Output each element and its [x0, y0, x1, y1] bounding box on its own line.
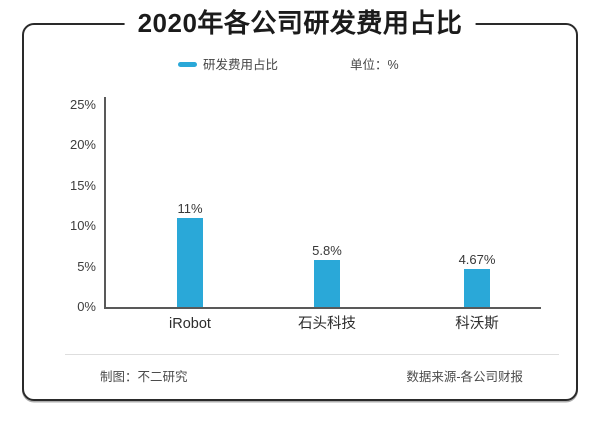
category-label: iRobot — [169, 316, 211, 332]
y-tick-label: 20% — [69, 137, 96, 153]
bar-value-label: 5.8% — [312, 243, 342, 258]
y-tick-label: 15% — [69, 177, 96, 193]
footer-source: 数据来源-各公司财报 — [406, 370, 523, 384]
y-tick-label: 25% — [69, 97, 96, 112]
legend-series-label: 研发费用占比 — [203, 58, 279, 72]
bar-科沃斯 — [464, 269, 490, 307]
legend-series-marker-icon — [178, 62, 197, 67]
bar-iRobot — [177, 218, 203, 307]
y-tick-label: 10% — [69, 218, 96, 234]
category-label: 科沃斯 — [455, 316, 499, 332]
y-axis-line — [104, 97, 106, 309]
unit-label: 单位：% — [350, 58, 399, 72]
x-axis-line — [104, 307, 541, 309]
bar-value-label: 11% — [177, 201, 203, 216]
y-tick-label: 5% — [77, 258, 96, 274]
chart-frame — [22, 23, 578, 401]
category-label: 石头科技 — [298, 316, 356, 332]
chart-title: 2020年各公司研发费用占比 — [124, 5, 476, 41]
bar-石头科技 — [314, 260, 340, 307]
bar-value-label: 4.67% — [458, 252, 496, 267]
footer-divider — [65, 354, 559, 355]
y-tick-label: 0% — [77, 299, 96, 314]
footer-credit: 制图：不二研究 — [100, 370, 188, 384]
